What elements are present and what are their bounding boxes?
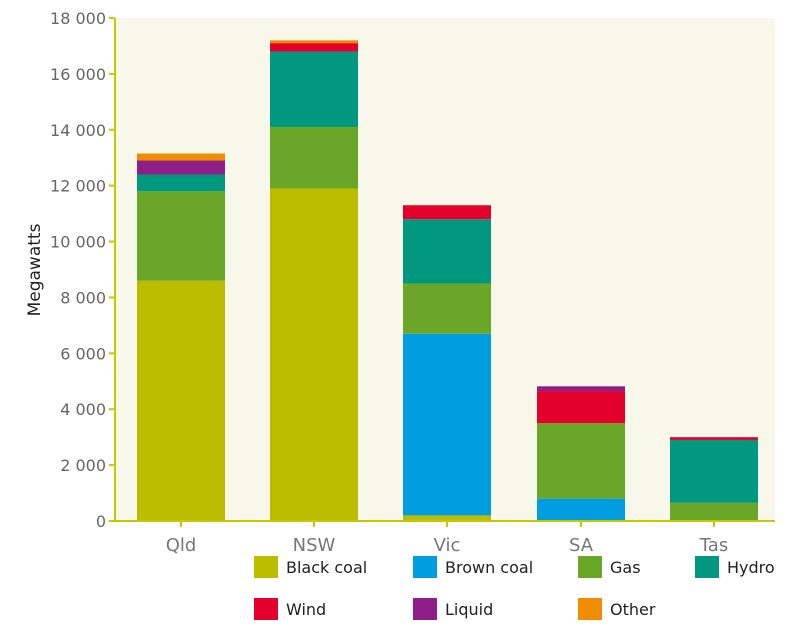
legend-item-hydro: Hydro [695,556,775,578]
bar-segment-wind-vic [403,205,491,220]
y-tick-label: 4 000 [60,400,106,419]
x-tick-label: Tas [699,535,728,556]
bars-group [137,40,758,521]
bar-segment-liquid-qld [137,160,225,175]
bar-segment-gas-tas [670,502,758,521]
legend-swatch [578,598,602,620]
bar-segment-brown-coal-vic [403,333,491,516]
bar-segment-brown-coal-sa [537,498,625,521]
legend-swatch [578,556,602,578]
legend-item-gas: Gas [578,556,641,578]
bar-segment-black-coal-qld [137,280,225,521]
legend-label: Other [610,599,656,619]
legend-label: Brown coal [445,557,534,577]
legend-swatch [695,556,719,578]
legend-item-liquid: Liquid [413,598,493,620]
x-tick-label: Qld [166,535,197,556]
bar-segment-other-nsw [270,40,358,44]
legend-item-other: Other [578,598,655,620]
bar-segment-black-coal-vic [403,515,491,521]
bar-segment-hydro-qld [137,174,225,192]
legend-label: Liquid [445,599,494,619]
y-tick-label: 2 000 [60,456,106,475]
y-tick-label: 6 000 [60,344,106,363]
x-tick-label: Vic [434,535,461,556]
legend-swatch [413,598,437,620]
legend-label: Gas [610,557,641,577]
legend-item-black-coal: Black coal [254,556,367,578]
legend-label: Wind [286,599,327,619]
y-tick-label: 12 000 [50,177,106,196]
legend-label: Black coal [286,557,368,577]
bar-segment-hydro-nsw [270,51,358,127]
x-tick-label: NSW [293,535,336,556]
legend-label: Hydro [727,557,775,577]
legend-swatch [254,556,278,578]
legend-swatch [254,598,278,620]
y-tick-label: 18 000 [50,9,106,28]
y-ticks-group: 0 2 000 4 000 6 000 8 000 10 000 12 000 14 000 1… [50,9,115,531]
bar-segment-wind-nsw [270,43,358,52]
legend-item-brown-coal: Brown coal [413,556,533,578]
bar-segment-hydro-tas [670,439,758,503]
y-tick-label: 14 000 [50,121,106,140]
bar-segment-wind-tas [670,437,758,440]
y-tick-label: 0 [96,512,106,531]
x-ticks-group: Qld NSW Vic SA Tas [166,521,728,556]
y-tick-label: 10 000 [50,233,106,252]
bar-segment-liquid-sa [537,386,625,392]
y-tick-label: 16 000 [50,65,106,84]
bar-segment-black-coal-nsw [270,188,358,521]
bar-segment-gas-qld [137,191,225,281]
legend-item-wind: Wind [254,598,326,620]
bar-segment-hydro-vic [403,219,491,284]
bar-segment-gas-sa [537,423,625,499]
legend-swatch [413,556,437,578]
y-tick-label: 8 000 [60,288,106,307]
bar-segment-wind-sa [537,391,625,424]
x-tick-label: SA [569,535,594,556]
bar-segment-gas-nsw [270,126,358,189]
bar-segment-gas-vic [403,283,491,334]
y-axis-label: Megawatts [25,223,45,316]
bar-segment-other-qld [137,153,225,161]
